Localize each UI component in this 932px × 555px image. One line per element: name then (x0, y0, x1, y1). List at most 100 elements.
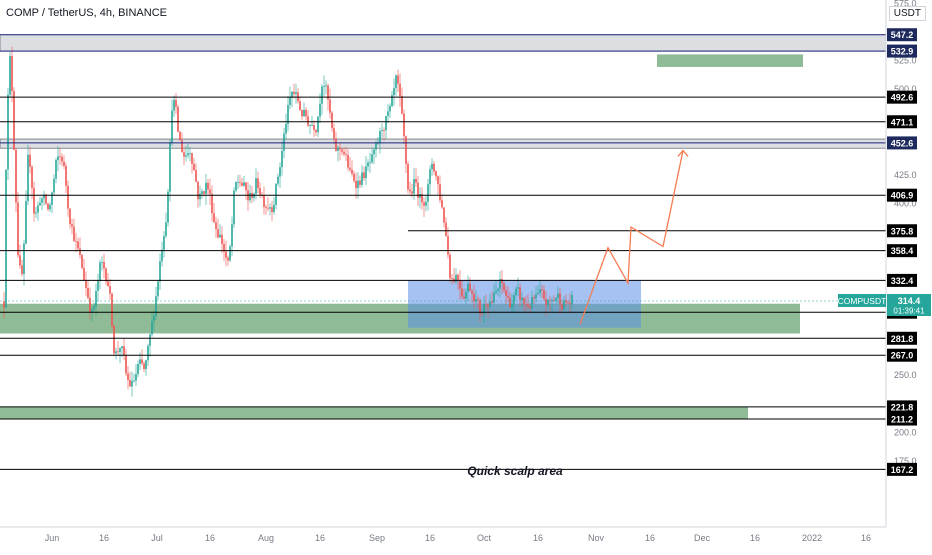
candle-body (255, 178, 257, 194)
svg-text:221.8: 221.8 (891, 402, 914, 412)
candle-body (89, 297, 91, 312)
candle-body (181, 140, 183, 153)
y-tick-label: 425.0 (894, 170, 917, 180)
candle-body (131, 380, 133, 387)
candle-body (311, 125, 313, 126)
candle-body (77, 241, 79, 249)
candle-body (517, 287, 519, 289)
price-label: 532.9 (887, 44, 917, 58)
candle-body (173, 99, 175, 111)
candle-body (439, 184, 441, 201)
candle-body (185, 155, 187, 157)
candle-body (161, 249, 163, 262)
candle-body (191, 153, 193, 164)
currency-button[interactable]: USDT (888, 6, 926, 21)
candle-body (5, 169, 7, 308)
candle-body (567, 302, 569, 304)
candle-body (65, 166, 67, 186)
candle-body (395, 75, 397, 89)
candle-body (509, 297, 511, 308)
x-tick-label: 16 (750, 533, 760, 543)
candle-body (229, 246, 231, 261)
candle-body (327, 85, 329, 100)
candle-body (113, 325, 115, 354)
candle-body (315, 129, 317, 133)
svg-text:492.6: 492.6 (891, 93, 914, 103)
candle-body (475, 299, 477, 302)
candle-body (361, 172, 363, 185)
candle-body (557, 293, 559, 298)
candle-body (153, 316, 155, 321)
candle-body (379, 130, 381, 144)
candle-body (445, 222, 447, 237)
candle-body (407, 163, 409, 190)
candle-body (127, 373, 129, 381)
candle-body (17, 202, 19, 256)
candle-body (177, 106, 179, 132)
candle-body (321, 86, 323, 104)
candle-body (499, 279, 501, 289)
candle-body (347, 154, 349, 168)
candle-body (473, 293, 475, 302)
candle-body (253, 193, 255, 198)
candle-body (49, 204, 51, 210)
candle-body (51, 192, 53, 205)
candle-body (305, 109, 307, 117)
candle-body (187, 153, 189, 156)
candle-body (555, 297, 557, 301)
candle-body (259, 188, 261, 195)
candle-body (471, 290, 473, 294)
candle-body (393, 88, 395, 96)
candle-body (409, 189, 411, 192)
x-tick-label: Nov (588, 533, 605, 543)
countdown-label: 01:39:41 (893, 306, 925, 315)
candle-body (281, 150, 283, 168)
svg-text:375.8: 375.8 (891, 226, 914, 236)
candle-body (69, 208, 71, 225)
candle-body (435, 171, 437, 177)
candle-body (25, 201, 27, 244)
candle-body (329, 99, 331, 113)
candle-body (285, 124, 287, 134)
candle-body (217, 229, 219, 238)
candle-body (319, 103, 321, 117)
candle-body (277, 176, 279, 184)
candle-body (313, 125, 315, 130)
candle-body (441, 200, 443, 208)
candle-body (569, 302, 571, 304)
price-label: 211.2 (887, 412, 917, 426)
candle-body (309, 125, 311, 126)
y-tick-label: 575.0 (894, 0, 917, 8)
candle-body (39, 202, 41, 206)
candle-body (199, 193, 201, 200)
x-tick-label: 16 (205, 533, 215, 543)
candle-body (133, 380, 135, 382)
candle-body (563, 300, 565, 310)
candle-body (119, 348, 121, 352)
candle-body (45, 194, 47, 204)
candle-body (505, 290, 507, 296)
candle-body (375, 143, 377, 150)
price-label: 358.4 (887, 244, 917, 258)
candle-body (273, 204, 275, 213)
candle-body (169, 143, 171, 192)
candle-body (535, 294, 537, 299)
candle-body (209, 189, 211, 194)
candle-body (547, 299, 549, 306)
candle-body (15, 149, 17, 203)
candle-body (227, 257, 229, 261)
price-label: 281.8 (887, 331, 917, 345)
candle-body (389, 106, 391, 112)
price-label: 375.8 (887, 224, 917, 238)
candle-body (543, 289, 545, 299)
candle-body (159, 261, 161, 282)
candle-body (355, 180, 357, 188)
candle-body (565, 300, 567, 303)
candle-body (551, 299, 553, 301)
candle-body (53, 178, 55, 193)
svg-text:358.4: 358.4 (891, 246, 914, 256)
candle-body (223, 244, 225, 252)
svg-text:547.2: 547.2 (891, 30, 914, 40)
